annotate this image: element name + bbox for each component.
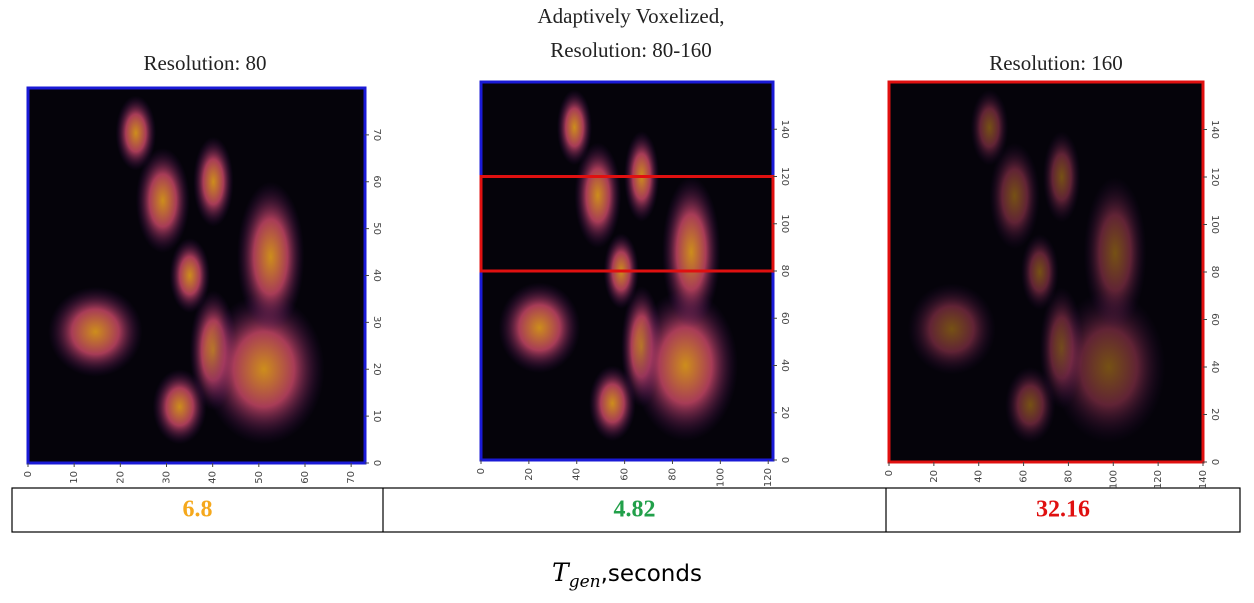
- y-tick-label: 100: [779, 214, 790, 233]
- x-tick-label: 30: [161, 471, 172, 484]
- x-tick-label: 120: [763, 468, 774, 487]
- y-tick-label: 120: [779, 167, 790, 186]
- x-tick-label: 0: [884, 470, 895, 476]
- x-tick-label: 40: [974, 470, 985, 483]
- heatmap-blob: [498, 282, 581, 374]
- heatmap-blob: [152, 369, 207, 445]
- heatmap-blob: [193, 136, 234, 227]
- x-tick-label: 20: [929, 470, 940, 483]
- y-tick-label: 80: [779, 265, 790, 278]
- y-tick-label: 20: [371, 363, 382, 376]
- y-tick-label: 0: [779, 457, 790, 463]
- caption-symbol: T: [552, 558, 571, 587]
- x-tick-label: 20: [524, 468, 535, 481]
- y-tick-label: 60: [371, 175, 382, 188]
- x-tick-label: 0: [476, 468, 487, 474]
- x-tick-label: 20: [115, 471, 126, 484]
- x-tick-label: 100: [715, 468, 726, 487]
- heatmap-blob: [1083, 177, 1147, 329]
- y-tick-label: 40: [1209, 361, 1220, 374]
- x-tick-label: 80: [667, 468, 678, 481]
- x-tick-label: 0: [23, 471, 34, 477]
- y-tick-label: 20: [1209, 408, 1220, 421]
- y-tick-label: 100: [1209, 215, 1220, 234]
- x-tick-label: 10: [69, 471, 80, 484]
- heatmap-blob: [1020, 234, 1059, 310]
- caption-text: ,seconds: [601, 561, 702, 587]
- y-tick-label: 20: [779, 406, 790, 419]
- heatmap-blob: [115, 95, 157, 171]
- y-tick-label: 40: [371, 269, 382, 282]
- heatmap-blob: [203, 294, 325, 445]
- table-value: 4.82: [614, 497, 656, 523]
- heatmap-blob: [589, 365, 636, 442]
- y-tick-label: 10: [371, 410, 382, 423]
- y-tick-label: 40: [779, 359, 790, 372]
- heatmap-blob: [574, 142, 622, 249]
- y-tick-label: 60: [1209, 313, 1220, 326]
- x-tick-label: 60: [620, 468, 631, 481]
- heatmap-blob: [1042, 131, 1081, 223]
- panel-title: Resolution: 80: [143, 51, 266, 75]
- x-tick-label: 40: [572, 468, 583, 481]
- y-tick-label: 70: [371, 129, 382, 142]
- heatmap-blob: [662, 176, 721, 328]
- caption-subscript: gen: [569, 572, 601, 592]
- y-tick-label: 50: [371, 222, 382, 235]
- table-value: 32.16: [1036, 497, 1090, 523]
- y-tick-label: 30: [371, 316, 382, 329]
- y-tick-label: 120: [1209, 167, 1220, 186]
- panel-title: Adaptively Voxelized,: [537, 4, 724, 28]
- heatmap-blob: [907, 283, 996, 375]
- x-tick-label: 100: [1108, 470, 1119, 489]
- x-tick-label: 40: [208, 471, 219, 484]
- y-tick-label: 0: [371, 460, 382, 466]
- x-tick-label: 60: [300, 471, 311, 484]
- heatmap-blob: [48, 286, 143, 377]
- heatmap-blob: [135, 148, 190, 253]
- y-tick-label: 140: [1209, 120, 1220, 139]
- panel-title: Resolution: 160: [989, 51, 1123, 75]
- heatmap-blob: [1052, 291, 1166, 443]
- table-frame: [11, 487, 1241, 533]
- heatmap-blob: [169, 238, 210, 313]
- panel-title: Resolution: 80-160: [550, 38, 712, 62]
- heatmap-blob: [970, 89, 1009, 166]
- heatmap-blob: [236, 181, 305, 332]
- x-tick-label: 80: [1063, 470, 1074, 483]
- x-tick-label: 50: [254, 471, 265, 484]
- y-tick-label: 80: [1209, 266, 1220, 279]
- x-tick-label: 140: [1198, 470, 1209, 489]
- heatmap-blob: [989, 142, 1040, 250]
- heatmap-blob: [556, 89, 592, 166]
- heatmap-blob: [632, 289, 738, 442]
- x-tick-label: 120: [1153, 470, 1164, 489]
- caption: Tgen,seconds: [552, 558, 702, 592]
- heatmap-blob: [1005, 367, 1056, 443]
- y-tick-label: 140: [779, 120, 790, 139]
- y-tick-label: 0: [1209, 459, 1220, 465]
- table-value: 6.8: [183, 497, 213, 523]
- x-tick-label: 70: [346, 471, 357, 484]
- x-tick-label: 60: [1019, 470, 1030, 483]
- y-tick-label: 60: [779, 312, 790, 325]
